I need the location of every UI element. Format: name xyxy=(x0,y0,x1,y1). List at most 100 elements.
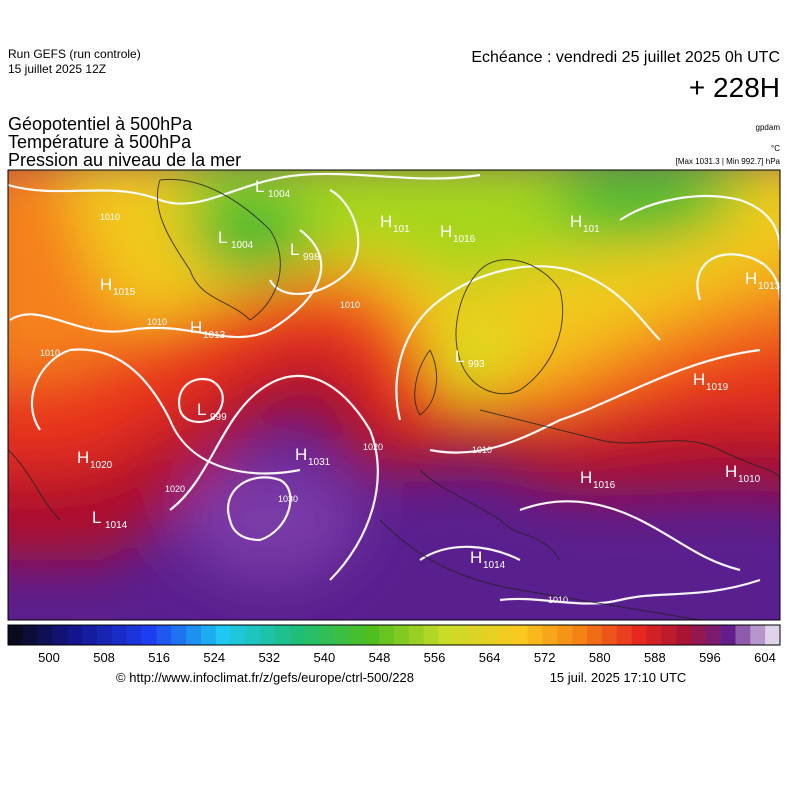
pressure-center: L xyxy=(92,508,101,527)
pressure-value: 1010 xyxy=(738,474,761,485)
colorbar-tick-label: 556 xyxy=(424,650,446,665)
lead-time: + 228H xyxy=(689,72,780,103)
color-swatch xyxy=(690,625,707,645)
pressure-center: H xyxy=(100,275,112,294)
color-swatch xyxy=(245,625,261,645)
color-swatch xyxy=(8,625,24,645)
isobar-label: 1020 xyxy=(165,484,185,494)
map-frame xyxy=(7,169,781,621)
color-swatch xyxy=(497,625,514,645)
colorbar-tick-label: 508 xyxy=(93,650,115,665)
pressure-center: L xyxy=(455,347,464,366)
isobar-label: 1030 xyxy=(278,494,298,504)
colorbar-tick-label: 564 xyxy=(479,650,501,665)
color-swatch xyxy=(230,625,246,645)
color-swatch xyxy=(215,625,231,645)
color-swatch xyxy=(557,625,573,645)
pressure-value: 1016 xyxy=(593,480,616,491)
pressure-value: 101 xyxy=(583,224,600,235)
colorbar-tick-label: 532 xyxy=(258,650,280,665)
color-swatch xyxy=(334,625,350,645)
run-date: 15 juillet 2025 12Z xyxy=(8,62,106,76)
color-swatch xyxy=(379,625,395,645)
color-swatch xyxy=(22,625,38,645)
pressure-center: H xyxy=(470,548,482,567)
colorbar-tick-label: 596 xyxy=(699,650,721,665)
color-swatch xyxy=(750,625,766,645)
field-name: Pression au niveau de la mer xyxy=(8,150,241,170)
color-swatch xyxy=(483,625,499,645)
color-swatch xyxy=(260,625,276,645)
color-swatch xyxy=(616,625,632,645)
pressure-value: 993 xyxy=(468,359,485,370)
color-swatch xyxy=(52,625,68,645)
colorbar-frame xyxy=(7,624,781,646)
unit: gpdam xyxy=(756,123,781,132)
pressure-center: H xyxy=(440,222,452,241)
color-swatch xyxy=(156,625,172,645)
colorbar: 500 508 516 524 532 540 548 556 564 572 580 588 596 6… xyxy=(7,624,781,665)
pressure-value: 1014 xyxy=(105,520,128,531)
color-swatch xyxy=(67,625,83,645)
color-swatch xyxy=(319,625,335,645)
pressure-center: L xyxy=(197,400,206,419)
color-swatch xyxy=(364,625,380,645)
color-swatch xyxy=(97,625,113,645)
color-swatch xyxy=(527,625,543,645)
color-swatch xyxy=(587,625,603,645)
isobar-label: 1010 xyxy=(40,348,60,358)
color-swatch xyxy=(601,625,617,645)
forecast-time: Echéance : vendredi 25 juillet 2025 0h U… xyxy=(471,49,780,66)
color-swatch xyxy=(765,625,781,645)
pressure-center: H xyxy=(580,468,592,487)
pressure-center: H xyxy=(745,269,757,288)
color-swatch xyxy=(676,625,692,645)
pressure-center: H xyxy=(725,462,737,481)
color-swatch xyxy=(349,625,365,645)
color-swatch xyxy=(201,625,217,645)
pressure-center: L xyxy=(218,228,227,247)
colorbar-tick-label: 580 xyxy=(589,650,611,665)
color-swatch xyxy=(572,625,588,645)
color-swatch xyxy=(423,625,439,645)
color-swatch xyxy=(631,625,647,645)
colorbar-tick-label: 500 xyxy=(38,650,60,665)
pressure-value: 1016 xyxy=(453,234,476,245)
source-url: © http://www.infoclimat.fr/z/gefs/europe… xyxy=(116,670,414,685)
color-swatch xyxy=(304,625,321,645)
color-swatch xyxy=(408,625,424,645)
pressure-center: H xyxy=(190,318,202,337)
pressure-value: 1004 xyxy=(268,189,291,200)
pressure-center: H xyxy=(693,370,705,389)
pressure-value: 1031 xyxy=(308,457,331,468)
map xyxy=(8,170,780,620)
pressure-value: 1013 xyxy=(758,281,781,292)
color-swatch xyxy=(82,625,98,645)
pressure-value: 1014 xyxy=(483,560,506,571)
pressure-center: H xyxy=(77,448,89,467)
color-swatch xyxy=(290,625,306,645)
colorbar-tick-label: 572 xyxy=(534,650,556,665)
unit: °C xyxy=(771,144,780,153)
pressure-center: L xyxy=(255,177,264,196)
color-swatch xyxy=(468,625,484,645)
pressure-center: H xyxy=(295,445,307,464)
color-swatch xyxy=(37,625,53,645)
color-swatch xyxy=(646,625,662,645)
pressure-value: 1020 xyxy=(90,460,113,471)
color-swatch xyxy=(735,625,751,645)
color-swatch xyxy=(126,625,142,645)
pressure-value: 1015 xyxy=(113,287,136,298)
pressure-value: 999 xyxy=(210,412,227,423)
pressure-value: 998 xyxy=(303,252,320,263)
run-label: Run GEFS (run controle) xyxy=(8,47,141,61)
colorbar-tick-label: 588 xyxy=(644,650,666,665)
pressure-value: 101 xyxy=(393,224,410,235)
isobar-label: 1010 xyxy=(147,317,167,327)
isobar-label: 1010 xyxy=(548,595,568,605)
isobar-label: 1020 xyxy=(363,442,383,452)
pressure-center: H xyxy=(570,212,582,231)
generated-time: 15 juil. 2025 17:10 UTC xyxy=(550,670,687,685)
color-swatch xyxy=(705,625,721,645)
